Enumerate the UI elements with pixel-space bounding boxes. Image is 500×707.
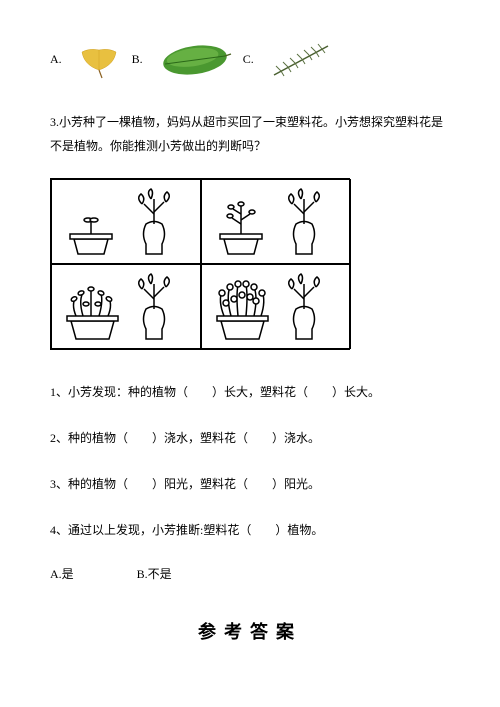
option-b-label: B. (132, 49, 143, 71)
green-leaf-icon (155, 40, 235, 80)
option-a-label: A. (50, 49, 62, 71)
plant-diagram-grid (50, 178, 350, 350)
choice-a: A.是 (50, 567, 74, 581)
question-3-text: 3.小芳种了一棵植物，妈妈从超市买回了一束塑料花。小芳想探究塑料花是不是植物。你… (50, 110, 450, 158)
fill-item-1: 1、小芳发现：种的植物（ ）长大，塑料花（ ）长大。 (50, 380, 450, 404)
diagram-cell-4 (201, 264, 351, 349)
diagram-cell-2 (201, 179, 351, 264)
ginkgo-leaf-icon (74, 40, 124, 80)
leaf-options-row: A. B. C. (50, 40, 450, 80)
rosemary-sprig-icon (266, 40, 336, 80)
choice-b: B.不是 (137, 567, 172, 581)
fill-item-4: 4、通过以上发现，小芳推断:塑料花（ ）植物。 (50, 518, 450, 542)
diagram-cell-1 (51, 179, 201, 264)
choice-row: A.是 B.不是 (50, 564, 450, 586)
diagram-cell-3 (51, 264, 201, 349)
fill-item-3: 3、种的植物（ ）阳光，塑料花（ ）阳光。 (50, 472, 450, 496)
option-c-label: C. (243, 49, 254, 71)
fill-item-2: 2、种的植物（ ）浇水，塑料花（ ）浇水。 (50, 426, 450, 450)
answer-key-title: 参考答案 (50, 616, 450, 648)
